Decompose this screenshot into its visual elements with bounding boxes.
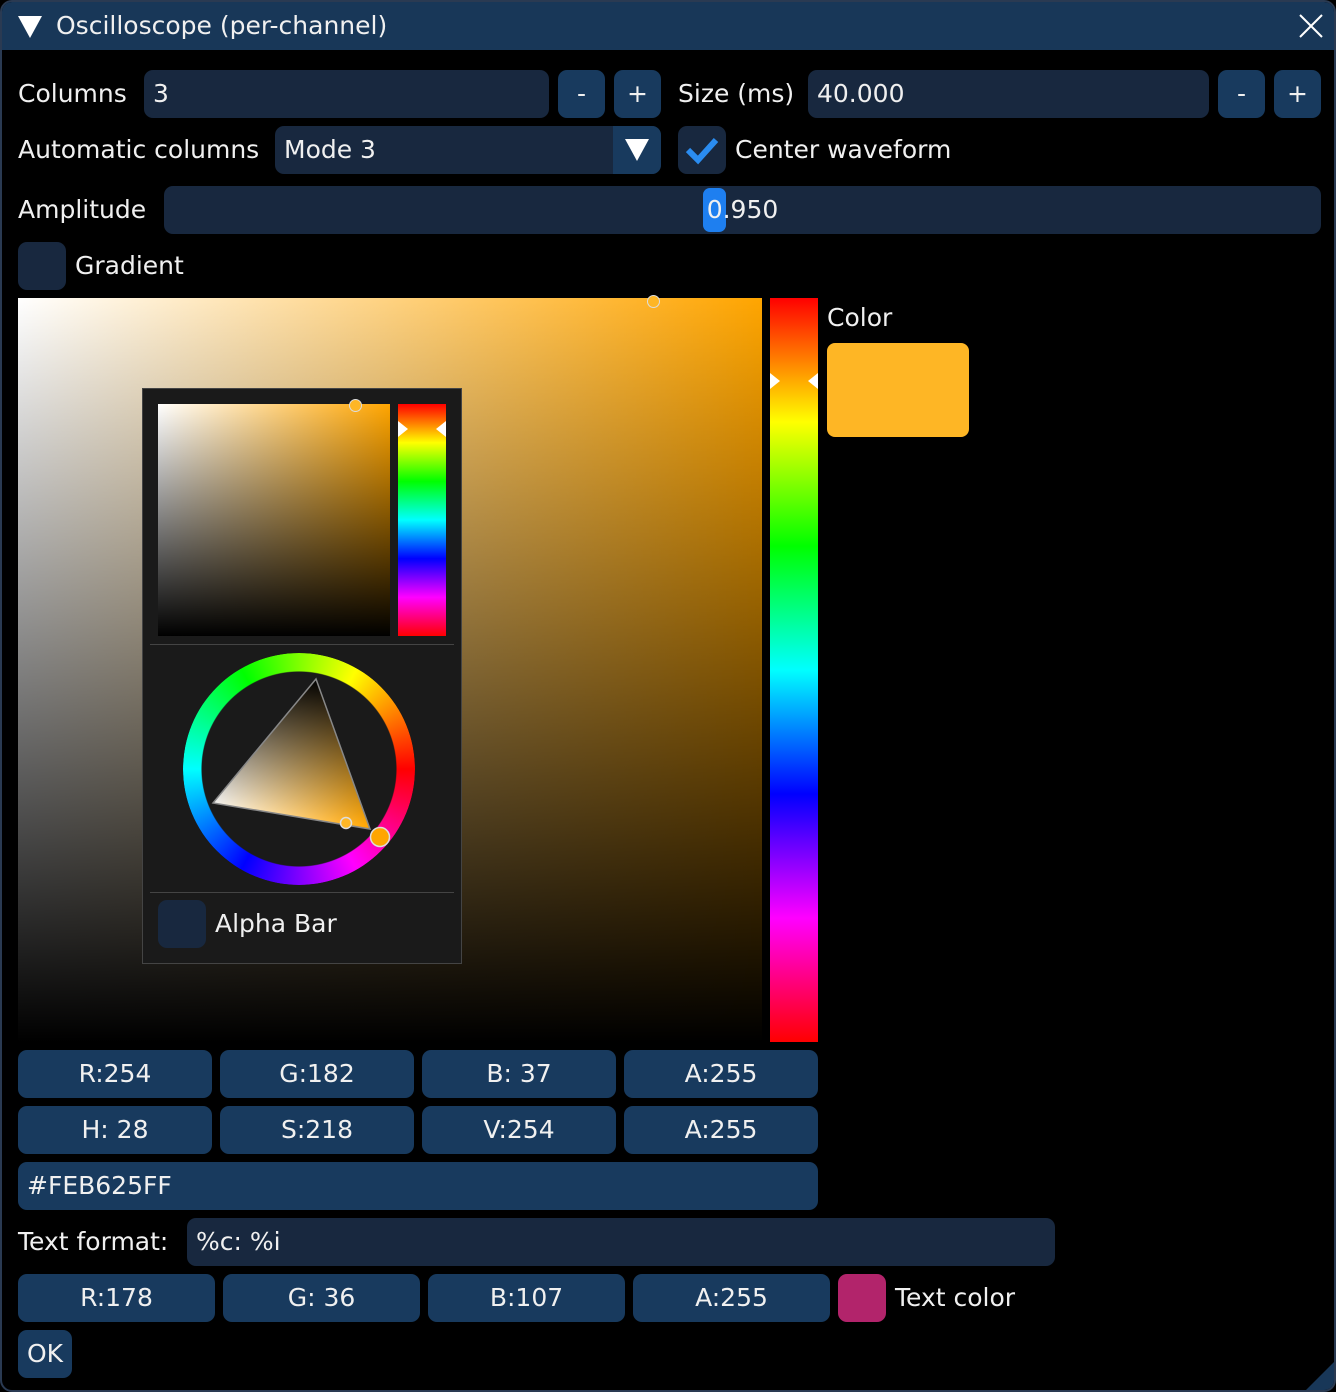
- size-input[interactable]: 40.000: [808, 70, 1209, 118]
- text-color-swatch[interactable]: [838, 1274, 886, 1322]
- automatic-columns-label: Automatic columns: [18, 135, 260, 164]
- ok-button[interactable]: OK: [18, 1330, 72, 1378]
- amplitude-value: 0.950: [706, 195, 779, 224]
- divider: [150, 644, 454, 645]
- text-format-label: Text format:: [18, 1227, 169, 1256]
- center-waveform-checkbox[interactable]: [678, 126, 726, 174]
- picker-options-popup: Alpha Bar: [142, 388, 462, 964]
- combo-arrow-button[interactable]: [613, 126, 661, 174]
- columns-increment-button[interactable]: +: [614, 70, 661, 118]
- gradient-checkbox[interactable]: [18, 242, 66, 290]
- color-label: Color: [827, 303, 893, 332]
- window-title: Oscilloscope (per-channel): [56, 11, 388, 40]
- alpha-bar-checkbox[interactable]: [158, 900, 206, 948]
- green-input[interactable]: G:182: [220, 1050, 414, 1098]
- hue-bar[interactable]: [770, 298, 818, 1042]
- color-swatch[interactable]: [827, 343, 969, 437]
- hex-input[interactable]: #FEB625FF: [18, 1162, 818, 1210]
- chevron-down-icon: [625, 139, 649, 161]
- mode-combo-value: Mode 3: [284, 135, 376, 164]
- gradient-label: Gradient: [75, 251, 184, 280]
- close-icon[interactable]: [1298, 13, 1324, 39]
- sv-cursor[interactable]: [647, 295, 660, 308]
- red-input[interactable]: R:254: [18, 1050, 212, 1098]
- text-red-input[interactable]: R:178: [18, 1274, 215, 1322]
- center-waveform-label: Center waveform: [735, 135, 952, 164]
- columns-input[interactable]: 3: [144, 70, 549, 118]
- triangle-cursor: [339, 816, 353, 830]
- alpha-bar-label: Alpha Bar: [215, 909, 337, 938]
- checkmark-icon: [685, 137, 719, 165]
- slider-grab[interactable]: [703, 188, 726, 232]
- blue-input[interactable]: B: 37: [422, 1050, 616, 1098]
- title-bar[interactable]: Oscilloscope (per-channel): [2, 2, 1334, 50]
- hue-marker-right-icon: [436, 421, 446, 437]
- hue-marker-left-icon: [770, 373, 780, 389]
- saturation-input[interactable]: S:218: [220, 1106, 414, 1154]
- alpha-hsv-input[interactable]: A:255: [624, 1106, 818, 1154]
- collapse-icon[interactable]: [18, 16, 42, 38]
- popup-hue-bar[interactable]: [398, 404, 446, 636]
- size-decrement-button[interactable]: -: [1218, 70, 1265, 118]
- text-green-input[interactable]: G: 36: [223, 1274, 420, 1322]
- sv-triangle[interactable]: [143, 389, 463, 965]
- mode-combo[interactable]: Mode 3: [275, 126, 661, 174]
- popup-sv-cursor: [349, 399, 362, 412]
- value-input[interactable]: V:254: [422, 1106, 616, 1154]
- divider: [150, 892, 454, 893]
- size-label: Size (ms): [678, 79, 795, 108]
- text-format-input[interactable]: %c: %i: [187, 1218, 1055, 1266]
- popup-sv-square[interactable]: [158, 399, 390, 636]
- alpha-input[interactable]: A:255: [624, 1050, 818, 1098]
- columns-decrement-button[interactable]: -: [558, 70, 605, 118]
- wheel-cursor: [369, 826, 391, 848]
- amplitude-slider[interactable]: 0.950: [164, 186, 1321, 234]
- size-increment-button[interactable]: +: [1274, 70, 1321, 118]
- hue-input[interactable]: H: 28: [18, 1106, 212, 1154]
- text-alpha-input[interactable]: A:255: [633, 1274, 830, 1322]
- hue-marker-left-icon: [398, 421, 408, 437]
- hue-marker-right-icon: [808, 373, 818, 389]
- resize-grip-icon[interactable]: [1302, 1358, 1336, 1392]
- text-color-label: Text color: [895, 1283, 1016, 1312]
- columns-label: Columns: [18, 79, 127, 108]
- text-blue-input[interactable]: B:107: [428, 1274, 625, 1322]
- amplitude-label: Amplitude: [18, 195, 147, 224]
